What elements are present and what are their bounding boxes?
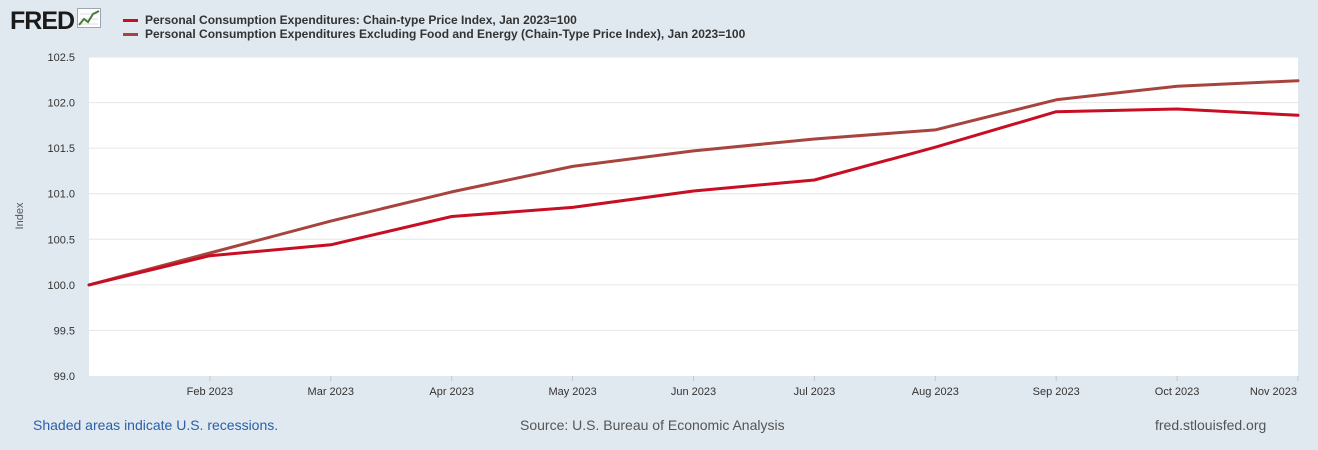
y-tick-label: 99.0 (54, 371, 75, 383)
chart-legend: Personal Consumption Expenditures: Chain… (123, 13, 745, 41)
x-tick-label: Nov 2023 (1250, 386, 1297, 398)
plot-area (89, 57, 1298, 376)
site-link[interactable]: fred.stlouisfed.org (1155, 417, 1267, 433)
y-tick-label: 101.0 (47, 189, 75, 201)
series-line-pce[interactable] (87, 107, 1300, 287)
x-tick-label: Sep 2023 (1033, 386, 1080, 398)
x-tick-label: Jul 2023 (794, 386, 836, 398)
line-chart: 99.0 99.5 100.0 100.5 101.0 101.5 102.0 102.5 F… (14, 52, 1300, 398)
series-line-core-pce[interactable] (87, 79, 1300, 287)
legend-item-pce[interactable]: Personal Consumption Expenditures: Chain… (123, 13, 745, 27)
legend-label-pce: Personal Consumption Expenditures: Chain… (145, 13, 577, 27)
x-tick-label: Mar 2023 (308, 386, 354, 398)
chart-trend-icon (77, 7, 102, 33)
x-tick-label: May 2023 (548, 386, 596, 398)
x-tick-label: Feb 2023 (187, 386, 233, 398)
legend-item-core-pce[interactable]: Personal Consumption Expenditures Exclud… (123, 27, 745, 41)
legend-swatch-pce (123, 18, 138, 22)
y-tick-label: 100.5 (47, 234, 75, 246)
x-tick-label: Oct 2023 (1155, 386, 1200, 398)
y-axis-label: Index (14, 202, 26, 229)
legend-label-core-pce: Personal Consumption Expenditures Exclud… (145, 27, 746, 41)
x-tick-label: Apr 2023 (429, 386, 474, 398)
grid-lines (89, 56, 1298, 331)
fred-logo-text: FRED (10, 7, 75, 35)
recession-note-link[interactable]: Shaded areas indicate U.S. recessions. (33, 417, 279, 433)
fred-logo[interactable]: FRED (10, 7, 102, 35)
y-tick-label: 100.0 (47, 280, 75, 292)
y-tick-label: 102.5 (47, 52, 75, 64)
x-tick-label: Aug 2023 (912, 386, 959, 398)
y-tick-label: 99.5 (54, 325, 75, 337)
source-text: Source: U.S. Bureau of Economic Analysis (520, 417, 785, 433)
y-axis-ticks: 99.0 99.5 100.0 100.5 101.0 101.5 102.0 102.5 (47, 52, 75, 383)
y-tick-label: 101.5 (47, 143, 75, 155)
x-axis-ticks: Feb 2023 Mar 2023 Apr 2023 May 2023 Jun 2023… (187, 376, 1299, 398)
legend-swatch-core-pce (123, 32, 138, 36)
y-tick-label: 102.0 (47, 98, 75, 110)
series-lines (87, 79, 1300, 287)
x-tick-label: Jun 2023 (671, 386, 716, 398)
